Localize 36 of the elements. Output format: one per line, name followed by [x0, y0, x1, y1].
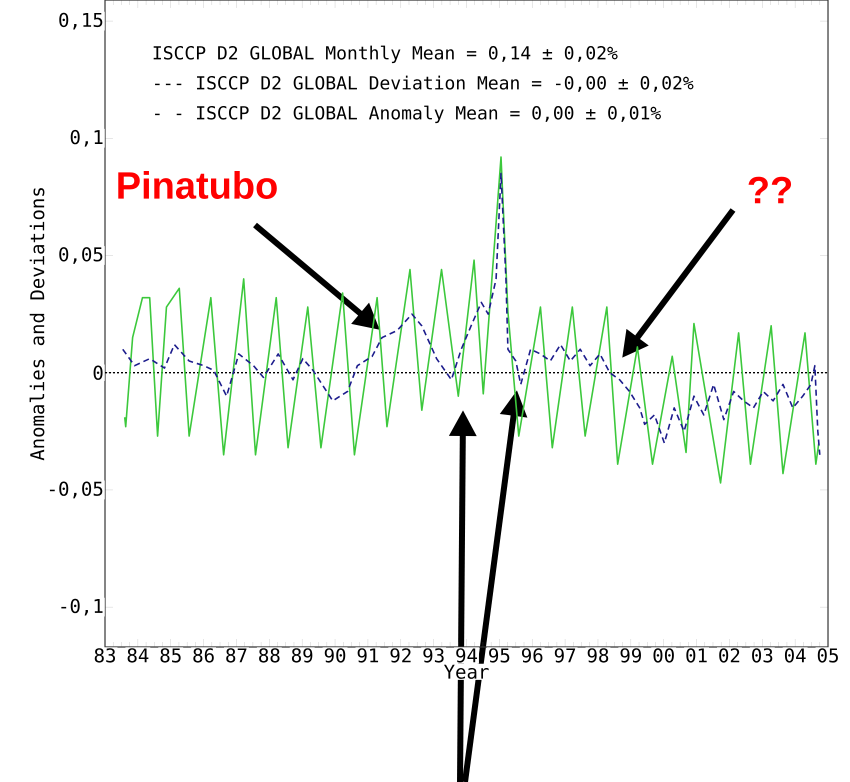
x-tick-label: 01: [686, 648, 707, 663]
x-tick-label: 05: [818, 648, 838, 663]
x-tick-label: 03: [752, 648, 772, 663]
y-tick-label: 0,05: [59, 247, 102, 264]
y-tick-label: 0,1: [70, 130, 103, 147]
x-tick-label: 99: [620, 648, 641, 663]
x-tick-label: 87: [226, 648, 246, 663]
x-tick-label: 88: [259, 648, 280, 663]
x-tick-label: 91: [358, 648, 378, 663]
y-tick-label: 0,15: [59, 12, 102, 30]
x-tick-label: 96: [522, 648, 542, 663]
x-axis-title: Year: [444, 664, 489, 679]
x-tick-label: 85: [160, 648, 181, 663]
x-tick-label: 92: [390, 648, 411, 663]
annotation: Pinatubo: [118, 171, 277, 199]
x-tick-label: 90: [324, 648, 346, 663]
y-tick-label: -0,05: [50, 482, 102, 498]
x-tick-label: 84: [128, 648, 148, 663]
x-tick-label: 83: [94, 648, 116, 663]
x-tick-label: 89: [292, 648, 312, 663]
y-tick-label: 0: [94, 366, 103, 380]
annotation: - - ISCCP D2 GLOBAL Anomaly Mean = 0,00 ± 0,01%: [155, 106, 661, 124]
x-tick-label: 98: [588, 648, 608, 663]
x-tick-label: 97: [554, 648, 576, 663]
x-tick-label: 86: [193, 648, 214, 663]
annotation: ISCCP D2 GLOBAL Monthly Mean = 0,14 ± 0,02%: [154, 46, 618, 64]
y-axis-title: Anomalies and Deviations: [30, 188, 44, 460]
x-tick-label: 02: [719, 648, 740, 663]
x-tick-label: 00: [653, 648, 674, 663]
x-tick-label: 94: [456, 648, 478, 663]
x-tick-label: 93: [423, 648, 444, 663]
y-tick-label: -0,1: [61, 598, 103, 616]
x-tick-label: 04: [784, 648, 806, 663]
annotation: --- ISCCP D2 GLOBAL Deviation Mean = -0,00 ± 0,02%: [155, 76, 694, 92]
annotation: ??: [748, 176, 792, 204]
x-tick-label: 95: [489, 648, 510, 663]
